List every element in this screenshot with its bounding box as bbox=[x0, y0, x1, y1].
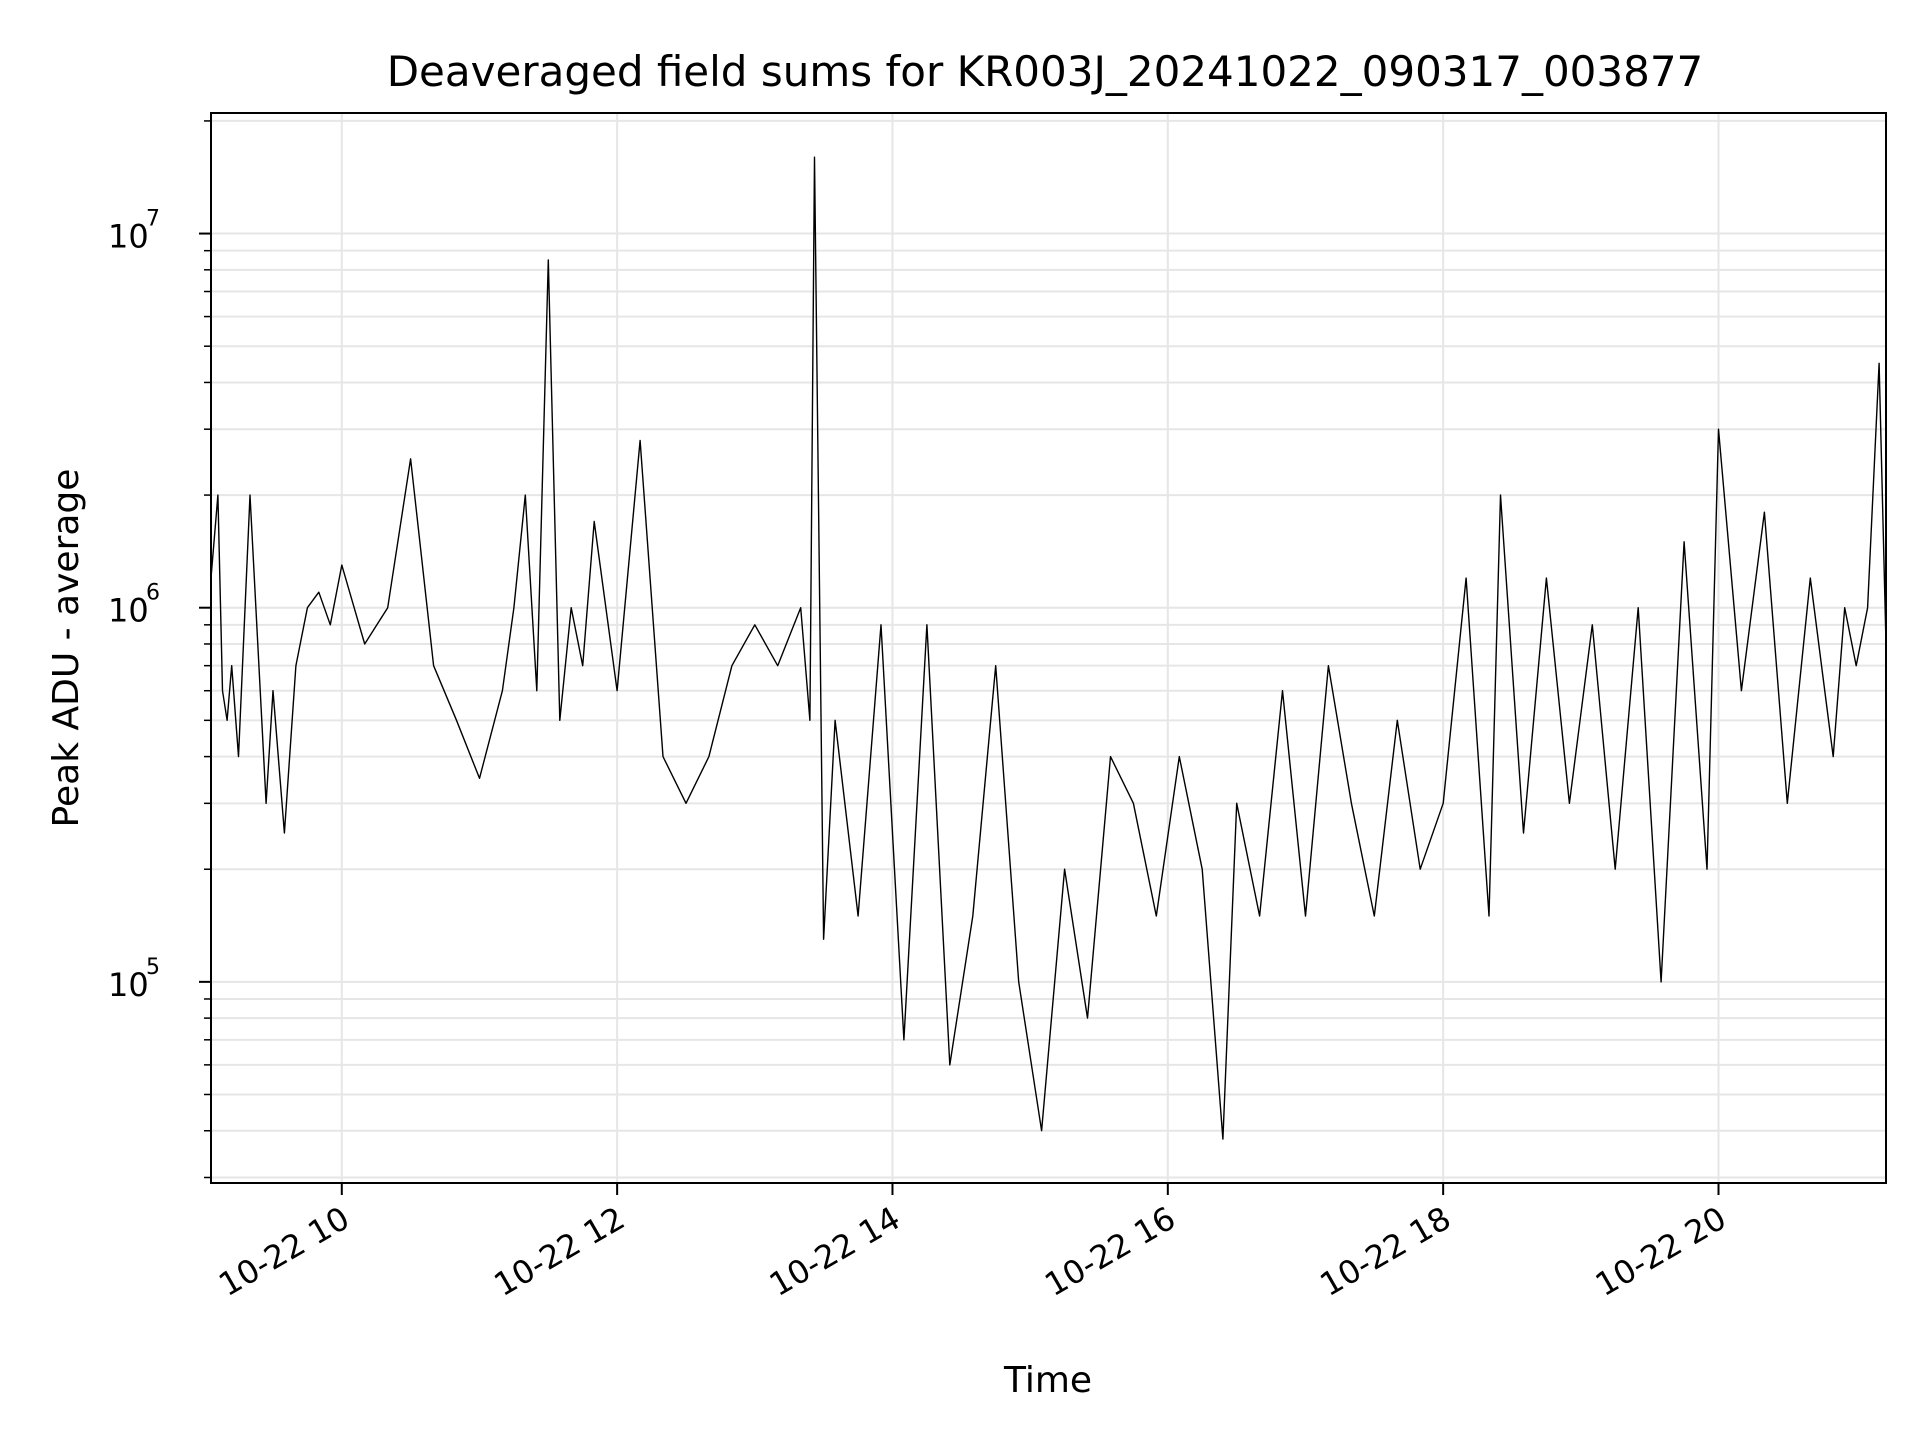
data-series bbox=[210, 156, 1887, 1140]
y-tick-label: 10 bbox=[108, 592, 149, 630]
y-axis-label: Peak ADU - average bbox=[46, 469, 87, 828]
plot-frame bbox=[210, 112, 1887, 1184]
y-tick-label-exponent: 5 bbox=[146, 955, 160, 980]
x-axis: 10-22 10 10-22 12 10-22 14 10-22 16 10-22 18… bbox=[212, 1183, 1733, 1304]
x-tick-label: 10-22 10 bbox=[212, 1199, 356, 1304]
x-tick-label: 10-22 12 bbox=[488, 1199, 632, 1304]
x-axis-label: Time bbox=[1003, 1360, 1092, 1401]
series-line bbox=[210, 156, 1887, 1140]
y-tick-label: 10 bbox=[108, 218, 149, 256]
x-tick-label: 10-22 14 bbox=[763, 1199, 907, 1304]
y-tick-label-exponent: 6 bbox=[146, 581, 160, 606]
grid bbox=[211, 113, 1886, 1183]
chart-title: Deaveraged field sums for KR003J_2024102… bbox=[387, 47, 1704, 96]
x-tick-label: 10-22 20 bbox=[1589, 1199, 1733, 1304]
y-tick-label: 10 bbox=[108, 966, 149, 1004]
y-tick-label-exponent: 7 bbox=[146, 207, 160, 232]
x-tick-label: 10-22 18 bbox=[1314, 1199, 1458, 1304]
x-tick-label: 10-22 16 bbox=[1038, 1199, 1182, 1304]
